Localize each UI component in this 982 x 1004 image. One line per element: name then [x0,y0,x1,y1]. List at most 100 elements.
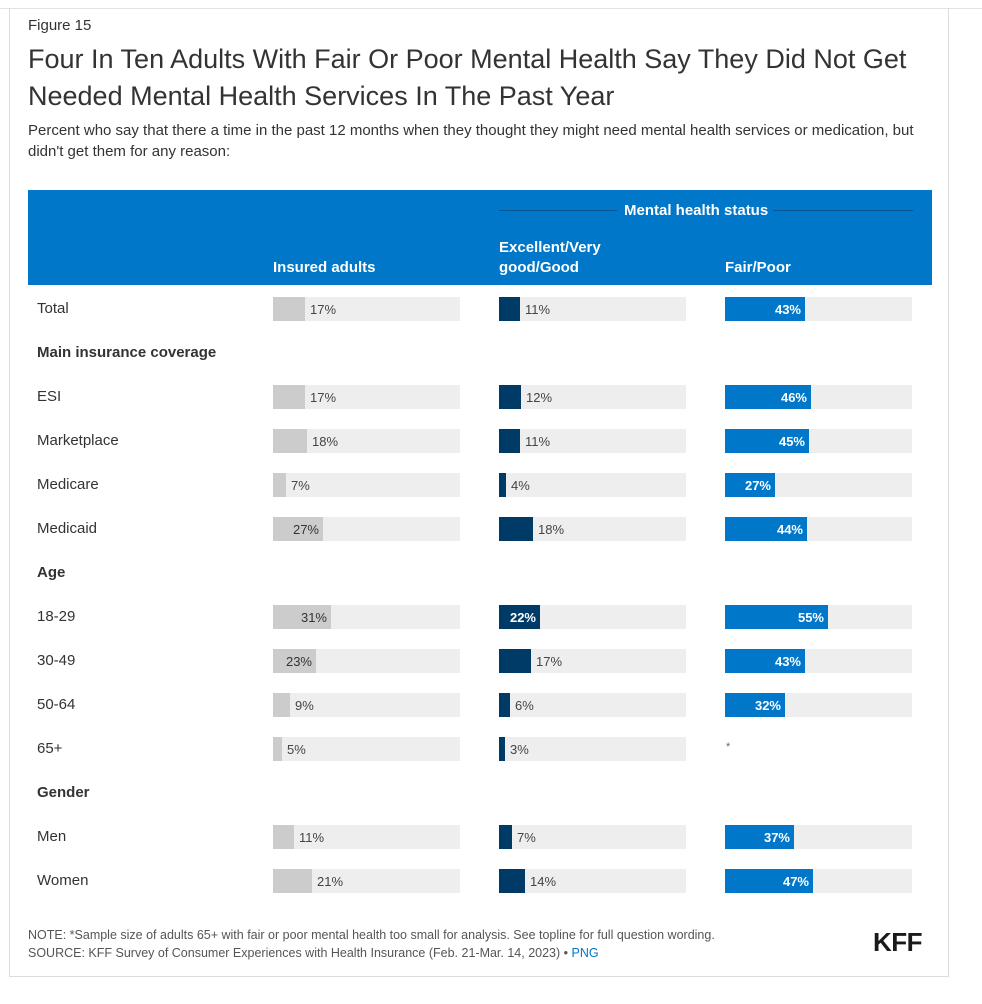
table-row: Total 17% 11% 43% [28,297,932,321]
bar-track-fair-poor: 55% [725,605,912,629]
column-header-good: Excellent/Very good/Good [499,238,601,278]
table-row: Medicaid 27% 18% 44% [28,517,932,541]
bar-good [499,517,533,541]
table-row: 65+ 5% 3% * [28,737,932,761]
bar-track-insured: 31% [273,605,460,629]
chart-title: Four In Ten Adults With Fair Or Poor Men… [28,44,907,111]
bar-track-fair-poor: 44% [725,517,912,541]
table-row: Men 11% 7% 37% [28,825,932,849]
section-label: Gender [37,784,90,801]
row-label: 18-29 [37,608,76,625]
data-label-insured: 23% [285,654,312,669]
bar-track-insured: 23% [273,649,460,673]
bar-track-fair-poor: 45% [725,429,912,453]
bar-insured [273,649,316,673]
bar-track-fair-poor: 46% [725,385,912,409]
bar-good [499,869,525,893]
figure-label: Figure 15 [28,17,92,34]
bar-fair-poor [725,473,775,497]
data-label-insured: 27% [292,522,319,537]
bar-good [499,737,505,761]
data-label-insured: 17% [310,390,337,405]
bar-track-insured: 9% [273,693,460,717]
bar-track-insured: 17% [273,385,460,409]
png-download-link[interactable]: PNG [571,946,599,960]
bar-good [499,297,520,321]
section-label: Age [37,564,66,581]
row-label: 50-64 [37,696,76,713]
bar-insured [273,473,286,497]
data-label-insured: 9% [295,698,314,713]
data-label-insured: 7% [291,478,310,493]
row-label: Total [37,300,69,317]
bar-insured [273,693,290,717]
data-label-good: 4% [511,478,530,493]
bar-track-insured: 5% [273,737,460,761]
data-label-good: 7% [517,830,536,845]
bar-fair-poor [725,693,785,717]
data-label-fair-poor: 32% [754,698,781,713]
row-label: ESI [37,388,62,405]
data-label-fair-poor: 45% [778,434,805,449]
data-label-fair-poor: 27% [744,478,771,493]
table-header: Mental health status Insured adults Exce… [28,190,932,285]
bar-good [499,605,540,629]
bar-insured [273,297,305,321]
bar-track-fair-poor: 47% [725,869,912,893]
kff-logo: KFF [873,927,923,957]
data-label-good: 11% [525,302,551,317]
data-label-good: 11% [525,434,551,449]
bar-good [499,429,520,453]
table-row: 18-29 31% 22% 55% [28,605,932,629]
chart-subtitle: Percent who say that there a time in the… [28,122,914,160]
figure-frame [9,8,949,977]
bar-insured [273,385,305,409]
column-header-good-line1: Excellent/Very [499,239,601,256]
bar-track-good: 11% [499,429,686,453]
data-label-good: 6% [515,698,534,713]
source-line: SOURCE: KFF Survey of Consumer Experienc… [28,944,715,962]
source-text: SOURCE: KFF Survey of Consumer Experienc… [28,946,569,960]
row-label: Medicare [37,476,99,493]
bar-track-good: 12% [499,385,686,409]
bar-track-insured: 7% [273,473,460,497]
data-label-fair-poor: 43% [774,654,801,669]
data-label-fair-poor: 44% [776,522,803,537]
bar-insured [273,429,307,453]
section-row: Main insurance coverage [28,341,932,365]
group-label: Mental health status [624,202,769,219]
bar-good [499,385,521,409]
bar-fair-poor [725,605,828,629]
bar-track-good: 22% [499,605,686,629]
group-rule-right [773,210,913,211]
row-label: Men [37,828,67,845]
bar-track-good: 17% [499,649,686,673]
row-label: 30-49 [37,652,76,669]
bar-fair-poor [725,649,805,673]
data-label-insured: 17% [310,302,337,317]
column-header-insured: Insured adults [273,259,376,276]
table-row: 30-49 23% 17% 43% [28,649,932,673]
section-row: Gender [28,781,932,805]
bar-good [499,825,512,849]
table-row: 50-64 9% 6% 32% [28,693,932,717]
group-rule-left [499,210,617,211]
bar-fair-poor [725,869,813,893]
data-label-insured: 21% [317,874,344,889]
bar-track-fair-poor: 32% [725,693,912,717]
data-label-good: 12% [526,390,553,405]
data-label-fair-poor: 47% [782,874,809,889]
bar-track-fair-poor: 43% [725,649,912,673]
table-row: ESI 17% 12% 46% [28,385,932,409]
data-label-insured: 11% [299,830,325,845]
suppressed-value-marker: * [726,741,731,753]
bar-good [499,693,510,717]
bar-track-insured: 18% [273,429,460,453]
mental-health-status-group: Mental health status [499,202,913,219]
column-header-good-line2: good/Good [499,259,579,276]
bar-insured [273,825,294,849]
bar-track-good: 4% [499,473,686,497]
data-label-good: 22% [509,610,536,625]
bar-track-insured: 27% [273,517,460,541]
section-label: Main insurance coverage [37,344,217,361]
